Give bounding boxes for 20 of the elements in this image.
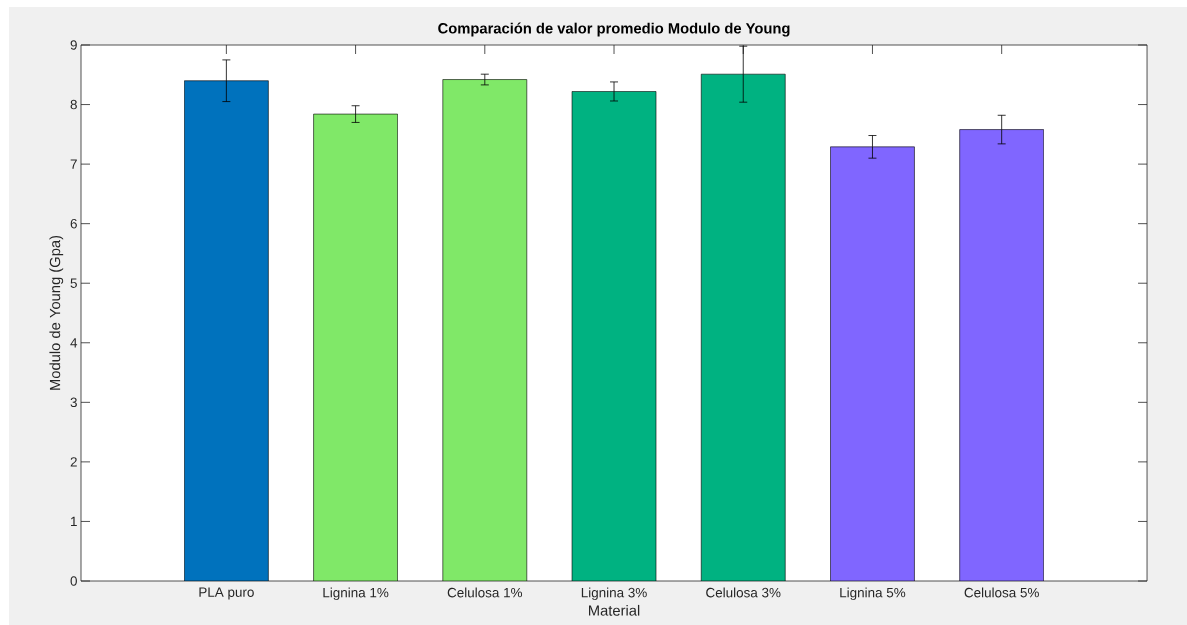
y-tick-label: 7	[70, 159, 77, 169]
y-tick-label: 1	[71, 516, 77, 527]
y-tick-label: 5	[70, 278, 77, 288]
x-tick-label: Lignina 1%	[323, 587, 389, 601]
y-tick-label: 9	[70, 40, 77, 50]
x-axis-title: Material	[589, 604, 640, 616]
y-tick-label: 2	[70, 457, 77, 467]
x-tick-label: Celulosa 3%	[706, 587, 781, 598]
y-tick-label: 0	[70, 576, 77, 586]
y-tick-label: 4	[70, 338, 78, 348]
x-tick-label: Lignina 5%	[840, 587, 906, 601]
y-tick-label: 6	[70, 218, 77, 229]
x-tick-label: Celulosa 1%	[447, 587, 523, 598]
y-tick-label: 8	[70, 99, 77, 110]
x-tick-label: Lignina 3%	[581, 587, 647, 601]
y-tick-label: 3	[70, 397, 77, 408]
chart-title: Comparación de valor promedio Modulo de Young	[438, 22, 790, 37]
x-tick-label: PLA puro	[199, 587, 254, 600]
y-axis-title: Modulo de Young (Gpa)	[49, 235, 64, 390]
x-tick-label: Celulosa 5%	[964, 587, 1039, 598]
